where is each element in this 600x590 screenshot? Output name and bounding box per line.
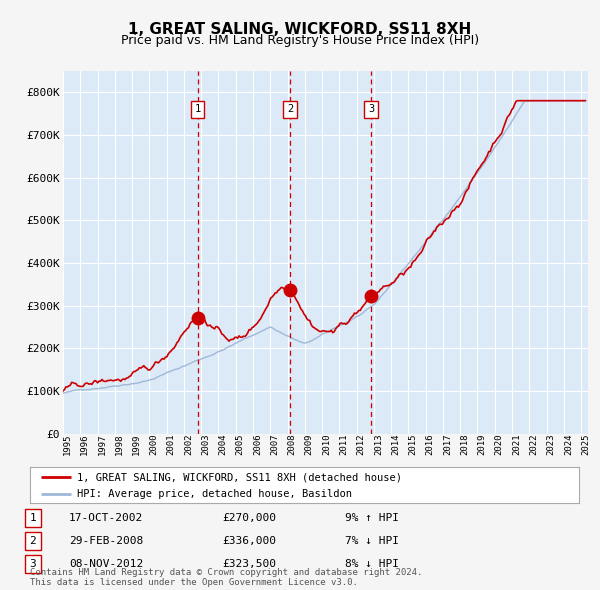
Text: 2013: 2013: [374, 434, 383, 455]
Text: 8% ↓ HPI: 8% ↓ HPI: [345, 559, 399, 569]
Text: 2008: 2008: [287, 434, 296, 455]
Text: 1997: 1997: [98, 434, 107, 455]
Text: 7% ↓ HPI: 7% ↓ HPI: [345, 536, 399, 546]
Text: 2025: 2025: [581, 434, 590, 455]
Text: 2021: 2021: [512, 434, 521, 455]
Text: 1996: 1996: [80, 434, 89, 455]
Text: 2010: 2010: [322, 434, 331, 455]
Text: 3: 3: [368, 104, 374, 114]
Text: HPI: Average price, detached house, Basildon: HPI: Average price, detached house, Basi…: [77, 489, 352, 499]
Text: 2017: 2017: [443, 434, 452, 455]
Text: 9% ↑ HPI: 9% ↑ HPI: [345, 513, 399, 523]
Text: 08-NOV-2012: 08-NOV-2012: [69, 559, 143, 569]
Text: 3: 3: [29, 559, 37, 569]
Text: 2016: 2016: [425, 434, 434, 455]
Text: 2005: 2005: [236, 434, 245, 455]
Text: 1, GREAT SALING, WICKFORD, SS11 8XH (detached house): 1, GREAT SALING, WICKFORD, SS11 8XH (det…: [77, 472, 401, 482]
Text: 1999: 1999: [132, 434, 141, 455]
Text: 1, GREAT SALING, WICKFORD, SS11 8XH: 1, GREAT SALING, WICKFORD, SS11 8XH: [128, 22, 472, 37]
Text: 2022: 2022: [529, 434, 538, 455]
Text: Price paid vs. HM Land Registry's House Price Index (HPI): Price paid vs. HM Land Registry's House …: [121, 34, 479, 47]
Text: 2007: 2007: [270, 434, 279, 455]
Text: 2024: 2024: [564, 434, 573, 455]
Text: Contains HM Land Registry data © Crown copyright and database right 2024.
This d: Contains HM Land Registry data © Crown c…: [30, 568, 422, 587]
Text: 2015: 2015: [409, 434, 418, 455]
Text: 2: 2: [287, 104, 293, 114]
Text: £270,000: £270,000: [222, 513, 276, 523]
Text: 2009: 2009: [305, 434, 314, 455]
Text: £336,000: £336,000: [222, 536, 276, 546]
Text: 2001: 2001: [167, 434, 176, 455]
Text: 2004: 2004: [218, 434, 227, 455]
Text: 2019: 2019: [478, 434, 487, 455]
Text: 2014: 2014: [391, 434, 400, 455]
Text: 2006: 2006: [253, 434, 262, 455]
Text: 2002: 2002: [184, 434, 193, 455]
Text: 2020: 2020: [495, 434, 504, 455]
Text: 2: 2: [29, 536, 37, 546]
Text: £323,500: £323,500: [222, 559, 276, 569]
Text: 1: 1: [194, 104, 200, 114]
Text: 1998: 1998: [115, 434, 124, 455]
Text: 2018: 2018: [460, 434, 469, 455]
Text: 2012: 2012: [356, 434, 365, 455]
Text: 2011: 2011: [340, 434, 349, 455]
Text: 17-OCT-2002: 17-OCT-2002: [69, 513, 143, 523]
Text: 2003: 2003: [201, 434, 210, 455]
Text: 2023: 2023: [547, 434, 556, 455]
Text: 29-FEB-2008: 29-FEB-2008: [69, 536, 143, 546]
Text: 1995: 1995: [63, 434, 72, 455]
Text: 2000: 2000: [149, 434, 158, 455]
Text: 1: 1: [29, 513, 37, 523]
